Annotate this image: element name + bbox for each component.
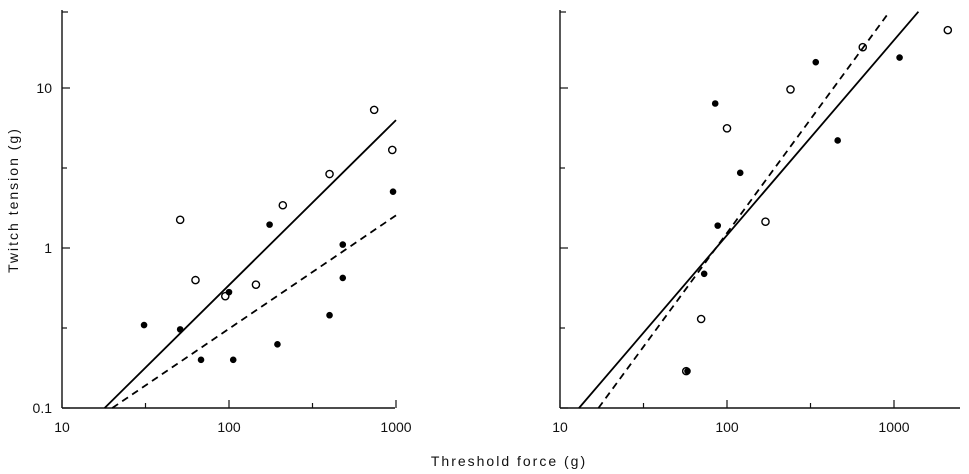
x-tick-label: 100	[217, 419, 241, 435]
filled-data-point	[834, 137, 841, 144]
y-tick-label: 0.1	[33, 400, 53, 416]
filled-data-point	[266, 221, 273, 228]
y-tick-label: 1	[44, 240, 52, 256]
x-axis-title: Threshold force (g)	[431, 453, 587, 469]
open-data-point	[191, 275, 200, 285]
filled-data-point	[339, 241, 347, 248]
open-data-point	[175, 215, 185, 225]
filled-data-point	[684, 367, 691, 375]
filled-data-point	[700, 270, 708, 278]
open-data-point	[722, 123, 732, 133]
filled-data-point	[140, 321, 148, 329]
solid-fit-line	[578, 11, 920, 409]
filled-data-point	[225, 288, 233, 296]
open-data-point	[369, 105, 379, 115]
filled-data-point	[339, 274, 347, 282]
solid-fit-line	[103, 119, 397, 409]
filled-data-point	[326, 311, 333, 319]
filled-data-point	[274, 341, 281, 348]
x-tick-label: 100	[715, 419, 739, 435]
open-data-point	[387, 145, 397, 155]
open-data-point	[761, 217, 770, 227]
filled-data-point	[896, 54, 903, 61]
open-data-point	[696, 314, 706, 324]
filled-data-point	[389, 188, 397, 195]
x-tick-label: 1000	[380, 419, 411, 435]
open-data-point	[786, 85, 795, 94]
filled-data-point	[197, 356, 205, 364]
x-tick-label: 10	[54, 419, 70, 435]
filled-data-point	[229, 356, 237, 364]
open-data-point	[325, 169, 334, 179]
open-data-point	[278, 200, 288, 210]
y-axis-title: Twitch tension (g)	[5, 127, 21, 273]
x-tick-label: 10	[552, 419, 568, 435]
filled-data-point	[736, 169, 744, 177]
filled-data-point	[812, 58, 820, 66]
x-tick-label: 1000	[878, 419, 909, 435]
left-panel: 10 100 1000 0.1 1 10	[33, 10, 412, 435]
filled-data-point	[711, 100, 719, 107]
dashed-fit-line	[111, 214, 397, 409]
y-tick-label: 10	[36, 80, 52, 96]
dashed-fit-line	[597, 11, 891, 409]
open-data-point	[251, 280, 261, 289]
right-panel: 10 100 1000	[552, 10, 960, 435]
filled-data-point	[714, 222, 722, 229]
open-data-point	[943, 25, 953, 35]
